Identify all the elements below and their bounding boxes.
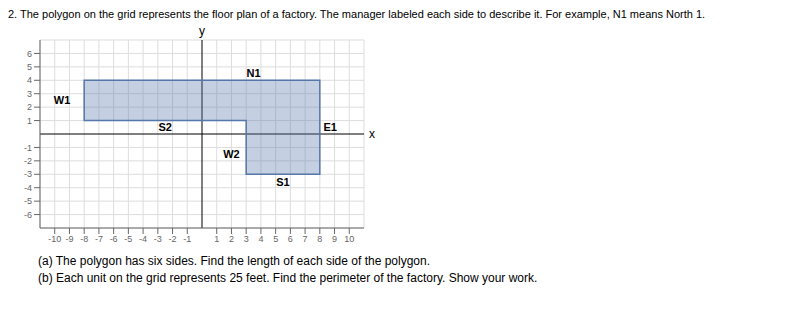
svg-text:5: 5 [273, 234, 278, 244]
svg-text:-5: -5 [124, 234, 132, 244]
svg-text:4: 4 [258, 234, 263, 244]
svg-text:-6: -6 [24, 210, 32, 220]
svg-text:4: 4 [27, 75, 32, 85]
svg-text:-8: -8 [80, 234, 88, 244]
svg-text:3: 3 [27, 89, 32, 99]
svg-text:S1: S1 [276, 176, 289, 188]
svg-text:E1: E1 [323, 121, 336, 133]
svg-text:2: 2 [27, 102, 32, 112]
svg-text:-1: -1 [24, 143, 32, 153]
svg-text:2: 2 [229, 234, 234, 244]
svg-text:-9: -9 [65, 234, 73, 244]
svg-text:-1: -1 [183, 234, 191, 244]
svg-text:W1: W1 [54, 94, 71, 106]
svg-text:10: 10 [344, 234, 354, 244]
svg-text:6: 6 [288, 234, 293, 244]
svg-text:6: 6 [27, 49, 32, 59]
svg-text:S2: S2 [158, 121, 171, 133]
svg-text:8: 8 [317, 234, 322, 244]
svg-text:W2: W2 [223, 148, 240, 160]
svg-text:-4: -4 [24, 183, 32, 193]
svg-text:5: 5 [27, 62, 32, 72]
svg-text:-7: -7 [95, 234, 103, 244]
svg-text:-2: -2 [24, 156, 32, 166]
svg-text:9: 9 [332, 234, 337, 244]
svg-text:-4: -4 [139, 234, 147, 244]
svg-text:-3: -3 [154, 234, 162, 244]
svg-text:-2: -2 [169, 234, 177, 244]
svg-text:x: x [369, 127, 375, 141]
svg-text:1: 1 [214, 234, 219, 244]
svg-text:N1: N1 [247, 67, 261, 79]
svg-text:7: 7 [303, 234, 308, 244]
svg-text:-6: -6 [110, 234, 118, 244]
svg-text:-5: -5 [24, 196, 32, 206]
html-text:(a) The polygon has six sides.: (a) The polygon has six sides. Find the … [38, 254, 430, 268]
svg-text:y: y [199, 24, 205, 38]
svg-text:3: 3 [244, 234, 249, 244]
svg-text:1: 1 [27, 116, 32, 126]
html-text:(b) Each unit on the grid repr: (b) Each unit on the grid represents 25 … [38, 271, 538, 285]
svg-text:-3: -3 [24, 169, 32, 179]
html-text:2. The polygon on the grid rep: 2. The polygon on the grid represents th… [8, 8, 706, 20]
svg-text:-10: -10 [48, 234, 61, 244]
